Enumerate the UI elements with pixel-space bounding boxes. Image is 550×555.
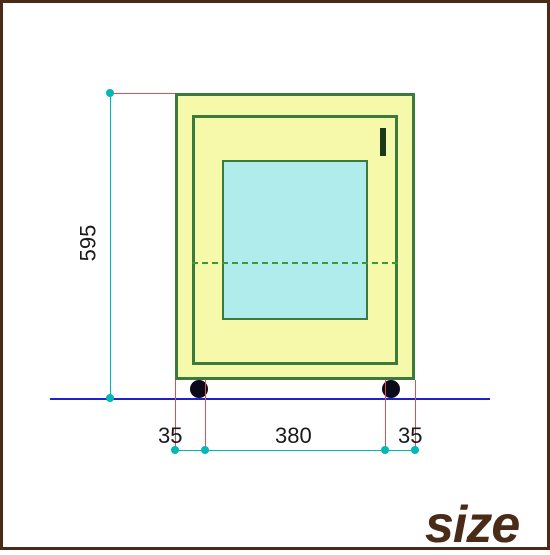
size-label: size <box>425 495 519 555</box>
height-dot-bottom <box>106 394 114 402</box>
height-dim-line <box>110 93 111 398</box>
shelf-dashed-line <box>192 262 398 264</box>
width-dim-line <box>175 450 415 451</box>
door-handle <box>380 128 386 156</box>
width-dim-text-3: 35 <box>398 423 422 449</box>
floor-line <box>50 398 490 400</box>
height-ext-top <box>110 93 175 94</box>
width-dim-text-2: 380 <box>275 423 312 449</box>
width-ext-3 <box>385 380 386 450</box>
width-ext-2 <box>205 380 206 450</box>
height-dim-text: 595 <box>75 225 101 262</box>
cabinet-glass <box>222 160 368 320</box>
width-dot-2 <box>201 446 209 454</box>
width-dim-text-1: 35 <box>158 423 182 449</box>
height-dot-top <box>106 89 114 97</box>
width-dot-3 <box>381 446 389 454</box>
